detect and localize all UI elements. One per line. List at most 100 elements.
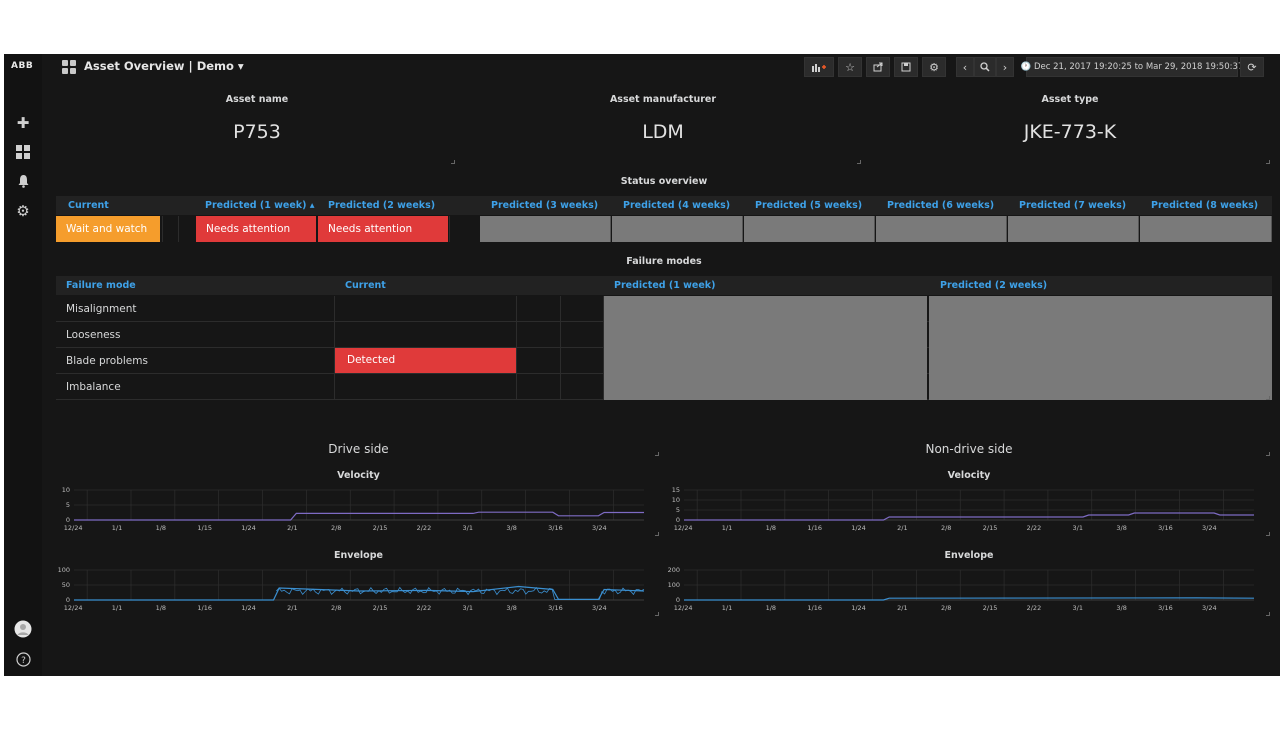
x-tick-label: 2/15 <box>373 604 388 612</box>
column-header[interactable]: Current <box>68 200 109 211</box>
status-cell-current: Wait and watch <box>56 216 160 242</box>
gear-icon[interactable]: ⚙ <box>16 202 30 220</box>
column-header[interactable]: Predicted (8 weeks) <box>1151 200 1259 211</box>
time-range-picker[interactable]: 🕐 Dec 21, 2017 19:20:25 to Mar 29, 2018 … <box>1021 57 1243 77</box>
failure-table-header: Failure mode Current Predicted (1 week) … <box>56 276 1272 295</box>
share-button[interactable] <box>866 57 890 77</box>
stat-value: JKE-773-K <box>1023 121 1117 143</box>
stat-asset-type: Asset type JKE-773-K <box>957 94 1183 143</box>
dashboard-title[interactable]: Asset Overview | Demo ▾ <box>84 59 244 73</box>
y-tick-label: 15 <box>672 486 680 494</box>
x-tick-label: 2/22 <box>1027 604 1042 612</box>
failure-spacer-cell <box>518 348 561 373</box>
column-header[interactable]: Current <box>345 280 386 291</box>
column-header[interactable]: Failure mode <box>66 280 136 291</box>
abb-logo[interactable]: ABB <box>11 61 34 71</box>
x-tick-label: 3/16 <box>1158 604 1173 612</box>
resize-handle[interactable] <box>1266 532 1270 536</box>
resize-handle[interactable] <box>655 532 659 536</box>
refresh-button[interactable]: ⟳ <box>1240 57 1264 77</box>
column-header[interactable]: Predicted (3 weeks) <box>491 200 599 211</box>
resize-handle[interactable] <box>1266 396 1270 400</box>
bell-icon[interactable] <box>14 172 32 190</box>
resize-handle[interactable] <box>655 452 659 456</box>
save-button[interactable] <box>894 57 918 77</box>
y-tick-label: 10 <box>62 486 70 494</box>
x-tick-label: 3/16 <box>1158 524 1173 532</box>
sidebar: ABB ✚ ⚙ ? <box>4 54 42 676</box>
column-header[interactable]: Predicted (1 week) ▴ <box>205 200 315 211</box>
x-tick-label: 3/1 <box>1073 524 1083 532</box>
chart-title: Envelope <box>334 550 383 561</box>
column-header[interactable]: Predicted (4 weeks) <box>623 200 731 211</box>
resize-handle[interactable] <box>1266 452 1270 456</box>
x-tick-label: 2/22 <box>417 604 432 612</box>
column-header[interactable]: Predicted (1 week) <box>614 280 716 291</box>
column-header[interactable]: Predicted (6 weeks) <box>887 200 995 211</box>
column-header[interactable]: Predicted (7 weeks) <box>1019 200 1127 211</box>
x-tick-label: 1/24 <box>241 604 256 612</box>
failure-current-cell <box>334 296 517 321</box>
resize-handle[interactable] <box>857 160 861 164</box>
dashboard-grid-icon <box>62 60 76 74</box>
resize-handle[interactable] <box>451 160 455 164</box>
failure-predicted-week-2 <box>929 296 1272 322</box>
forward-button[interactable]: › <box>996 57 1014 77</box>
status-cell-week-7 <box>1008 216 1139 242</box>
resize-handle[interactable] <box>1266 160 1270 164</box>
plus-icon[interactable]: ✚ <box>16 114 30 132</box>
status-cell-spacer <box>178 216 194 242</box>
column-header[interactable]: Predicted (2 weeks) <box>940 280 1048 291</box>
x-tick-label: 2/15 <box>983 604 998 612</box>
status-cell-week-2: Needs attention <box>318 216 448 242</box>
y-tick-label: 5 <box>66 501 70 509</box>
failure-row: Imbalance <box>56 374 1272 400</box>
y-tick-label: 100 <box>58 566 70 574</box>
x-tick-label: 3/24 <box>1202 524 1217 532</box>
failure-row: Blade problems Detected <box>56 348 1272 374</box>
failure-predicted-week-2 <box>929 374 1272 400</box>
nondrive-envelope-chart[interactable]: 200 100 012/24 1/1 1/8 1/16 1/24 2/1 2/8 2/15 2/22… <box>668 566 1256 616</box>
x-tick-label: 1/8 <box>156 524 166 532</box>
dashboards-icon[interactable] <box>14 143 32 161</box>
settings-button[interactable]: ⚙ <box>922 57 946 77</box>
drive-envelope-chart[interactable]: 100 50 012/24 1/1 1/8 1/16 1/24 2/1 2/8 2/15 2/22 3… <box>58 566 646 616</box>
column-header[interactable]: Predicted (2 weeks) <box>328 200 436 211</box>
status-cell-week-6 <box>876 216 1007 242</box>
failure-spacer-cell <box>518 296 561 321</box>
x-tick-label: 1/24 <box>851 524 866 532</box>
x-tick-label: 2/1 <box>287 604 297 612</box>
stat-value: LDM <box>642 121 684 143</box>
chart-title: Velocity <box>337 470 380 481</box>
x-tick-label: 1/15 <box>197 524 212 532</box>
y-tick-label: 100 <box>668 581 680 589</box>
series-line <box>74 511 644 521</box>
status-table-header: Current Predicted (1 week) ▴ Predicted (… <box>56 196 1272 215</box>
column-header[interactable]: Predicted (5 weeks) <box>755 200 863 211</box>
x-tick-label: 1/16 <box>197 604 212 612</box>
stat-label: Asset type <box>1041 94 1099 105</box>
add-panel-button[interactable] <box>804 57 834 77</box>
failure-spacer-cell <box>561 322 604 347</box>
resize-handle[interactable] <box>1266 612 1270 616</box>
y-tick-label: 50 <box>62 581 70 589</box>
zoom-out-button[interactable] <box>974 57 996 77</box>
x-tick-label: 2/1 <box>897 524 907 532</box>
nondrive-velocity-chart[interactable]: 15 10 5 012/24 1/1 1/8 1/16 1/24 2/1 2/8 2/15 2/22 3… <box>670 486 1256 536</box>
avatar-icon[interactable] <box>14 620 32 638</box>
chart-title: Envelope <box>944 550 994 561</box>
x-tick-label: 3/1 <box>1073 604 1083 612</box>
stat-asset-manufacturer: Asset manufacturer LDM <box>550 94 776 143</box>
x-tick-label: 1/8 <box>766 524 776 532</box>
back-button[interactable]: ‹ <box>956 57 974 77</box>
drive-velocity-chart[interactable]: 10 5 012/24 1/1 1/8 1/15 1/24 2/1 2/8 2/15 2/22 3/1… <box>60 486 646 536</box>
failure-spacer-cell <box>561 296 604 321</box>
series-line <box>684 597 1255 601</box>
status-cell-spacer <box>162 216 178 242</box>
help-icon[interactable]: ? <box>14 650 32 668</box>
x-tick-label: 2/8 <box>941 604 951 612</box>
app-window: ABB ✚ ⚙ ? Asset Overview | Demo ▾ ☆ <box>4 54 1280 676</box>
resize-handle[interactable] <box>655 612 659 616</box>
failure-spacer-cell <box>561 374 604 399</box>
star-button[interactable]: ☆ <box>838 57 862 77</box>
